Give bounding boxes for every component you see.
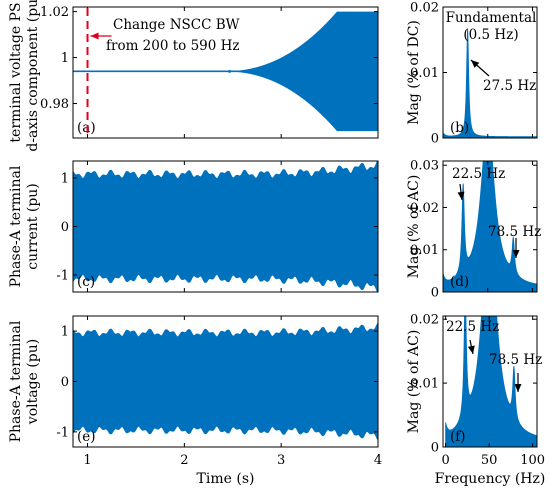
- event-marker-arrow-head: [90, 32, 99, 40]
- panel-letter-f: (f): [450, 429, 466, 445]
- peak-annotation-b-2: 27.5 Hz: [483, 78, 536, 94]
- y-axis-label-d: Mag (% of AC): [406, 175, 422, 279]
- peak-annotation-d-2: 78.5 Hz: [488, 224, 541, 240]
- y-axis-label-a-2: d-axis component (pu): [25, 0, 41, 152]
- peak-annotation-f-2: 78.5 Hz: [489, 352, 542, 368]
- axes-frame-f: [442, 315, 538, 448]
- event-annotation-line-1: Change NSCC BW: [113, 17, 240, 33]
- y-axis-label-b: Mag (% of DC): [406, 20, 422, 125]
- y-tick-label-b-0: 0: [431, 132, 439, 147]
- x-axis-label-f: Frequency (Hz): [435, 471, 546, 487]
- panel-letter-e: (e): [77, 429, 96, 445]
- axes-frame-d: [442, 160, 538, 293]
- x-axis-label-e: Time (s): [197, 471, 255, 487]
- peak-arrow-f-2-head: [514, 384, 522, 392]
- x-tick-label-f-2: 100: [520, 453, 545, 468]
- y-tick-label-d-2: 0.02: [410, 201, 439, 216]
- peak-arrow-f-1-head: [467, 345, 475, 354]
- panel-f-spectrum: 0 50 100 0 0.01 0.02 Mag (% of AC) Frequency (H…: [406, 313, 546, 487]
- panel-letter-a: (a): [77, 120, 96, 136]
- axes-frame-a: [72, 6, 379, 139]
- panel-c-time-series: -1 0 1 Phase-A terminal current (pu) (c): [8, 160, 379, 293]
- y-tick-label-a-0: 0.98: [40, 97, 69, 112]
- spectrum-area-f: [445, 316, 537, 447]
- peak-annotation-f-1: 22.5 Hz: [446, 319, 499, 335]
- peak-arrow-d-1-head: [457, 191, 465, 200]
- x-tick-label-f-0: 0: [441, 453, 449, 468]
- y-tick-label-f-0: 0: [431, 441, 439, 456]
- event-annotation-line-2: from 200 to 590 Hz: [106, 38, 240, 54]
- x-tick-label-e-3: 4: [374, 453, 382, 468]
- y-axis-label-c-2: current (pu): [25, 183, 41, 270]
- spectrum-area-b: [443, 28, 537, 138]
- panel-letter-b: (b): [450, 120, 469, 136]
- x-tick-label-f-1: 50: [481, 453, 498, 468]
- y-axis-label-f: Mag (% of AC): [406, 330, 422, 434]
- peak-annotation-b-1-line-1: Fundamental: [446, 10, 537, 26]
- y-tick-label-b-2: 0.02: [410, 1, 439, 16]
- y-tick-label-a-2: 1.02: [40, 5, 69, 20]
- y-tick-label-e-1: 0: [61, 375, 69, 390]
- y-tick-label-e-0: -1: [56, 425, 69, 440]
- x-tick-label-e-2: 3: [277, 453, 285, 468]
- y-axis-label-a-1: terminal voltage PS: [8, 2, 24, 142]
- y-tick-label-f-2: 0.02: [410, 313, 439, 328]
- spectrum-area-d: [443, 161, 537, 292]
- peak-arrow-d-2-head: [512, 250, 520, 258]
- peak-arrow-b-2-head: [471, 60, 480, 68]
- y-axis-label-e-2: voltage (pu): [25, 339, 41, 425]
- panel-e-time-series: 1 2 3 4 -1 0 1 Phase-A terminal voltage (pu) Time…: [8, 315, 382, 487]
- x-tick-label-e-1: 2: [180, 453, 188, 468]
- panel-letter-c: (c): [77, 274, 95, 290]
- y-tick-label-c-0: -1: [56, 269, 69, 284]
- y-tick-label-c-1: 0: [61, 220, 69, 235]
- panel-a-time-series: 0.98 1 1.02 terminal voltage PS d-axis compo…: [8, 0, 379, 152]
- y-tick-label-c-2: 1: [61, 171, 69, 186]
- y-tick-label-d-1: 0.01: [410, 243, 439, 258]
- peak-annotation-b-1-line-2: (0.5 Hz): [463, 27, 518, 43]
- y-tick-label-b-1: 0.01: [410, 66, 439, 81]
- signal-trace-e: [73, 323, 378, 440]
- y-tick-label-d-3: 0.03: [410, 159, 439, 174]
- panel-b-spectrum: 0 0.01 0.02 Mag (% of DC) (b) Fundamental(0.5…: [406, 1, 538, 147]
- y-axis-label-e-1: Phase-A terminal: [8, 320, 24, 442]
- y-tick-label-d-0: 0: [431, 286, 439, 301]
- signal-trace-c: [73, 161, 378, 292]
- y-tick-label-a-1: 1: [61, 51, 69, 66]
- y-tick-label-f-1: 0.01: [410, 377, 439, 392]
- x-tick-label-e-0: 1: [83, 453, 91, 468]
- y-tick-label-e-2: 1: [61, 325, 69, 340]
- y-axis-label-c-1: Phase-A terminal: [8, 165, 24, 287]
- peak-annotation-d-1: 22.5 Hz: [452, 166, 505, 182]
- panel-letter-d: (d): [450, 274, 469, 290]
